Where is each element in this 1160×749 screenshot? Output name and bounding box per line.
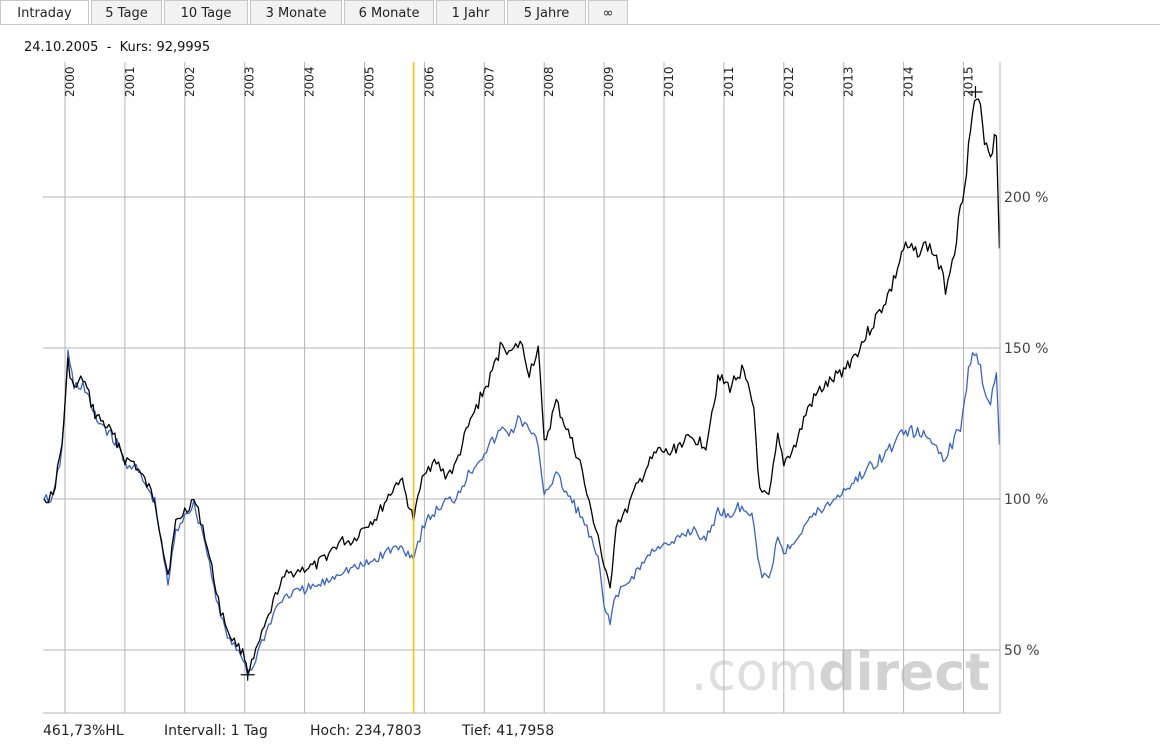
tab-5-tage[interactable]: 5 Tage <box>91 0 162 24</box>
pct-tick-label: 200 % <box>1004 190 1048 206</box>
year-tick-label: 2000 <box>63 66 77 97</box>
year-tick-label: 2002 <box>183 66 197 97</box>
tab-3-monate[interactable]: 3 Monate <box>250 0 342 24</box>
year-tick-label: 2011 <box>722 66 736 97</box>
year-tick-label: 2010 <box>662 66 676 97</box>
tab-1-jahr[interactable]: 1 Jahr <box>436 0 505 24</box>
series-kurs-line <box>43 98 1001 675</box>
pct-tick-label: 100 % <box>1004 492 1048 508</box>
timeframe-tabs: Intraday 5 Tage 10 Tage 3 Monate 6 Monat… <box>0 0 1160 25</box>
footer-range: 461,73%HL <box>43 723 124 739</box>
tab-6-monate[interactable]: 6 Monate <box>344 0 434 24</box>
series-vergleich-line <box>43 349 1001 678</box>
cursor-info: 24.10.2005 - Kurs: 92,9995 <box>24 40 210 55</box>
pct-tick-label: 150 % <box>1004 341 1048 357</box>
high-marker <box>968 85 983 98</box>
tab-10-tage[interactable]: 10 Tage <box>164 0 248 24</box>
year-tick-label: 2014 <box>902 66 916 97</box>
year-tick-label: 2009 <box>602 66 616 97</box>
tab-5-jahre[interactable]: 5 Jahre <box>507 0 586 24</box>
price-label: Kurs: <box>119 40 153 55</box>
year-tick-label: 2003 <box>243 66 257 97</box>
year-tick-label: 2001 <box>123 66 137 97</box>
footer-low: Tief: 41,7958 <box>461 723 554 739</box>
tab-intraday[interactable]: Intraday <box>0 0 89 24</box>
year-tick-label: 2015 <box>962 66 976 97</box>
price-value: 92,9995 <box>156 40 211 55</box>
comdirect-watermark: .comdirect <box>691 643 990 703</box>
year-tick-label: 2004 <box>303 66 317 97</box>
tab-all[interactable]: ∞ <box>588 0 628 24</box>
watermark-text-light: .com <box>691 643 819 703</box>
watermark-text-bold: direct <box>818 643 990 703</box>
cursor-date: 24.10.2005 <box>24 40 99 55</box>
pct-tick-label: 50 % <box>1004 643 1040 659</box>
year-tick-label: 2005 <box>363 66 377 97</box>
year-tick-label: 2006 <box>422 66 436 97</box>
year-tick-label: 2013 <box>842 66 856 97</box>
low-marker <box>240 668 255 681</box>
year-tick-label: 2012 <box>782 66 796 97</box>
year-tick-label: 2007 <box>482 66 496 97</box>
info-separator: - <box>106 40 112 55</box>
footer-interval: Intervall: 1 Tag <box>164 723 268 739</box>
year-tick-label: 2008 <box>542 66 556 97</box>
footer-high: Hoch: 234,7803 <box>310 723 422 739</box>
